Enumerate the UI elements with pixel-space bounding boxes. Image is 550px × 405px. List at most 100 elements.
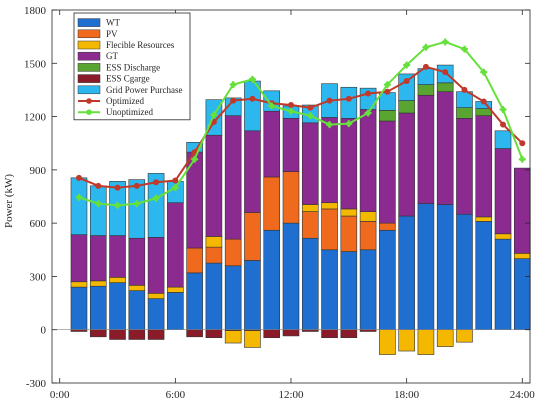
- point-optimized-9: [230, 97, 237, 104]
- point-dot-unoptimized-5: [153, 195, 159, 201]
- bar-flecible-resources-6: [167, 286, 184, 293]
- legend-swatch-gt: [77, 51, 101, 61]
- bar-pv-10: [244, 212, 261, 261]
- bar-wt-13: [301, 237, 319, 331]
- point-dot-unoptimized-23: [500, 106, 506, 113]
- bar-gt-19: [417, 94, 435, 204]
- bar-gt-3: [109, 235, 126, 278]
- bar-gt-10: [244, 130, 261, 213]
- point-dot-unoptimized-4: [134, 201, 140, 207]
- y-tick-label-900: 900: [30, 165, 47, 177]
- bar-ess-cgarge-8: [205, 329, 223, 339]
- legend-swatch-pv: [77, 29, 101, 39]
- point-optimized-10: [249, 95, 256, 102]
- x-tick-label-18: 18:00: [394, 389, 420, 401]
- bar-pv-14: [321, 208, 338, 251]
- legend-label-unoptimized: Unoptimized: [106, 107, 153, 117]
- y-tick-label-1500: 1500: [24, 58, 47, 70]
- bar-ess-discharge-19: [417, 84, 435, 96]
- bar-ess-cgarge-2: [89, 329, 107, 338]
- bar-pv-17: [379, 222, 396, 231]
- bar-flexible-charge-9: [224, 330, 242, 344]
- bar-pv-15: [340, 215, 358, 252]
- point-optimized-17: [384, 88, 391, 95]
- point-optimized-19: [422, 63, 429, 70]
- bar-wt-11: [263, 229, 281, 331]
- bar-wt-8: [205, 262, 223, 331]
- legend-label-gt: GT: [106, 51, 118, 61]
- bar-gt-8: [205, 134, 223, 237]
- point-dot-unoptimized-18: [404, 62, 410, 68]
- point-optimized-21: [461, 86, 468, 93]
- axes-group: -300 0 300 600 900 1200 1500 1800 0:00 6:00 12:00 1…: [24, 5, 535, 401]
- bar-ess-discharge-21: [456, 107, 473, 119]
- y-tick-label-600: 600: [30, 218, 47, 230]
- bar-grid-power-purchase-1: [70, 177, 88, 235]
- legend-swatch-grid-power-purchase: [77, 85, 101, 95]
- legend-label-optimized: Optimized: [106, 96, 144, 106]
- point-optimized-2: [95, 182, 102, 189]
- legend-label-wt: WT: [106, 18, 120, 28]
- x-tick-label-12: 12:00: [278, 389, 304, 401]
- bar-flexible-charge-21: [456, 329, 473, 343]
- legend-label-ess-cgarge: ESS Cgarge: [106, 74, 150, 84]
- bar-pv-16: [359, 221, 377, 251]
- point-dot-unoptimized-17: [384, 82, 390, 88]
- bar-pv-7: [186, 247, 203, 274]
- bar-wt-23: [494, 238, 512, 331]
- lines-group: [75, 38, 526, 209]
- legend-swatch-ess-cgarge: [77, 74, 101, 83]
- bar-gt-5: [147, 237, 165, 294]
- bar-ess-cgarge-3: [109, 329, 126, 340]
- bar-ess-cgarge-14: [321, 329, 338, 339]
- legend-label-grid-power-purchase: Grid Power Purchase: [106, 85, 182, 95]
- bar-gt-22: [475, 115, 493, 218]
- bar-grid-power-purchase-18: [398, 73, 415, 101]
- bar-pv-11: [263, 176, 281, 231]
- point-optimized-6: [172, 177, 179, 184]
- point-dot-unoptimized-1: [76, 194, 82, 200]
- point-dot-unoptimized-14: [326, 121, 333, 128]
- bar-gt-15: [340, 118, 358, 210]
- point-optimized-13: [307, 104, 314, 111]
- bar-ess-cgarge-5: [147, 329, 165, 340]
- legend-label-ess-discharge: ESS Discharge: [106, 62, 160, 72]
- bar-wt-4: [128, 290, 146, 331]
- point-dot-unoptimized-22: [481, 69, 487, 75]
- bar-wt-16: [359, 249, 377, 331]
- bar-flecible-resources-5: [147, 293, 165, 299]
- bar-wt-18: [398, 215, 415, 331]
- bar-flecible-resources-2: [89, 280, 107, 287]
- line-optimized: [78, 65, 523, 189]
- bar-wt-17: [379, 229, 396, 331]
- point-dot-unoptimized-20: [442, 39, 448, 45]
- bar-gt-9: [224, 115, 242, 240]
- point-dot-unoptimized-13: [307, 113, 313, 119]
- point-optimized-18: [403, 78, 410, 85]
- bar-flexible-charge-20: [436, 329, 454, 347]
- bars-group: [70, 64, 531, 355]
- bar-ess-cgarge-15: [340, 329, 358, 339]
- bar-grid-power-purchase-5: [147, 173, 165, 238]
- bar-ess-discharge-17: [379, 110, 396, 122]
- bar-flecible-resources-13: [301, 204, 319, 212]
- point-dot-unoptimized-11: [269, 103, 275, 109]
- point-dot-unoptimized-21: [461, 46, 468, 52]
- legend-label-flecible-resources: Flecible Resources: [106, 40, 175, 50]
- bar-grid-power-purchase-2: [89, 185, 107, 236]
- y-tick-label-300: 300: [30, 271, 47, 283]
- point-dot-unoptimized-8: [211, 112, 217, 118]
- bar-wt-14: [321, 249, 338, 331]
- point-optimized-1: [75, 174, 82, 181]
- point-optimized-22: [480, 98, 487, 105]
- bar-flecible-resources-23: [494, 233, 512, 240]
- bar-wt-19: [417, 203, 435, 331]
- bar-pv-12: [282, 171, 300, 224]
- point-optimized-16: [365, 90, 372, 97]
- y-tick-label-1800: 1800: [24, 5, 47, 17]
- bar-ess-cgarge-4: [128, 329, 146, 340]
- bar-ess-discharge-20: [436, 82, 454, 93]
- legend-marker-unoptimized: [86, 109, 92, 115]
